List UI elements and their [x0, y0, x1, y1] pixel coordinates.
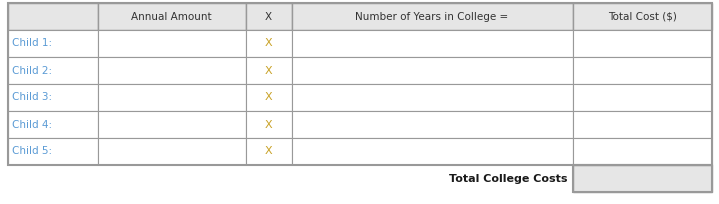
Text: X: X	[265, 65, 273, 75]
Text: X: X	[265, 39, 273, 49]
Bar	[7, 111, 98, 138]
Text: Child 2:: Child 2:	[12, 65, 52, 75]
Bar	[291, 30, 572, 57]
Bar	[7, 3, 712, 165]
Text: Number of Years in College =: Number of Years in College =	[355, 11, 508, 21]
Bar	[7, 138, 98, 165]
Bar	[245, 111, 291, 138]
Bar	[98, 84, 245, 111]
Bar	[98, 57, 245, 84]
Text: Annual Amount: Annual Amount	[131, 11, 212, 21]
Bar	[572, 111, 712, 138]
Bar	[572, 165, 712, 192]
Bar	[7, 30, 98, 57]
Bar	[98, 3, 245, 30]
Text: X: X	[265, 120, 273, 130]
Bar	[291, 111, 572, 138]
Text: Child 5:: Child 5:	[12, 146, 52, 156]
Bar	[245, 84, 291, 111]
Bar	[572, 30, 712, 57]
Bar	[245, 57, 291, 84]
Text: Child 4:: Child 4:	[12, 120, 52, 130]
Bar	[7, 84, 98, 111]
Bar	[7, 57, 98, 84]
Bar	[291, 57, 572, 84]
Bar	[572, 138, 712, 165]
Bar	[98, 111, 245, 138]
Bar	[245, 3, 291, 30]
Bar	[572, 84, 712, 111]
Text: Child 3:: Child 3:	[12, 92, 52, 102]
Bar	[291, 138, 572, 165]
Bar	[98, 30, 245, 57]
Text: X: X	[265, 11, 272, 21]
Bar	[7, 165, 572, 192]
Bar	[572, 57, 712, 84]
Bar	[291, 3, 572, 30]
Bar	[572, 3, 712, 30]
Bar	[291, 84, 572, 111]
Bar	[7, 3, 98, 30]
Bar	[98, 138, 245, 165]
Bar	[245, 138, 291, 165]
Bar	[245, 30, 291, 57]
Text: Total Cost ($): Total Cost ($)	[608, 11, 677, 21]
Bar	[572, 165, 712, 192]
Text: X: X	[265, 92, 273, 102]
Text: X: X	[265, 146, 273, 156]
Text: Child 1:: Child 1:	[12, 39, 52, 49]
Text: Total College Costs: Total College Costs	[449, 173, 567, 184]
